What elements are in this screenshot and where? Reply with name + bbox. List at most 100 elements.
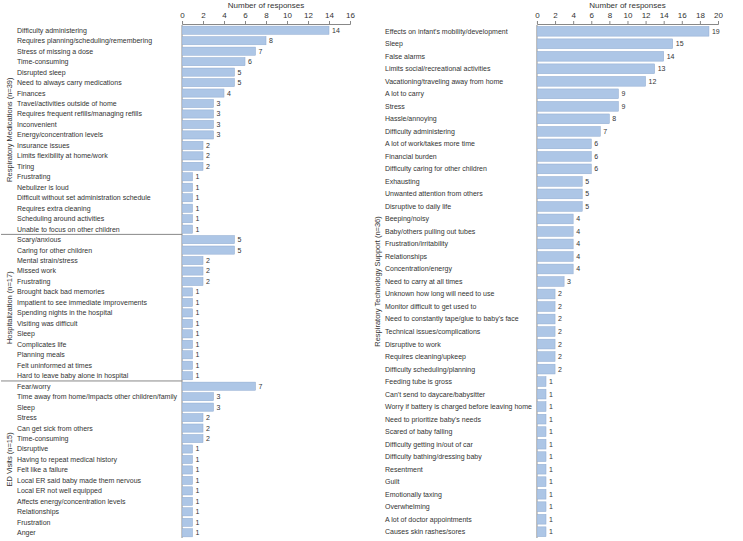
axis-line [537,21,718,25]
tick: 12 [304,11,313,24]
bar [537,439,546,449]
tick-mark [627,21,628,24]
data-label: 2 [558,290,562,297]
tick: 16 [678,11,687,24]
category-label: Feeding tube is gross [385,378,452,386]
panel: Effects on infant's mobility/development… [373,1,724,538]
category-label: Resentment [385,466,423,473]
bar [537,64,655,74]
tick: 8 [608,11,613,24]
bar [182,236,234,244]
data-label: 1 [549,391,553,398]
category-label: Insurance issues [17,142,70,149]
bar [537,239,573,249]
tick-label: 18 [696,11,705,20]
category-labels: Fear/worryTime away from home/Impacts ot… [17,383,178,538]
tick: 20 [714,11,723,24]
category-label: Difficult without set administration sch… [17,194,151,201]
tick-label: 2 [201,11,206,20]
bar [182,89,224,97]
bar [537,139,591,149]
category-label: Caring for other children [17,247,92,255]
data-label: 1 [549,516,553,523]
category-label: A lot of doctor appointments [385,516,472,524]
category-label: Inconvenient [17,121,57,128]
tick-mark [609,21,610,24]
tick-mark [203,21,204,24]
data-label: 1 [549,478,553,485]
data-label: 2 [558,353,562,360]
bar [182,37,266,45]
data-label: 1 [196,477,200,484]
data-label: 2 [558,366,562,373]
tick: 6 [243,11,248,24]
data-label: 2 [206,257,210,264]
bar [182,141,203,149]
bar [537,402,546,412]
data-label: 3 [217,404,221,411]
category-label: Need to always carry medications [17,79,122,87]
bar [182,455,192,463]
category-label: Time away from home/Impacts other childr… [17,393,178,401]
group-title: Hospitalization (n=17) [5,271,14,344]
category-label: Felt uninformed at times [17,362,93,369]
data-label: 8 [612,115,616,122]
bar [182,204,192,212]
data-label: 7 [603,128,607,135]
data-label: 1 [549,428,553,435]
bar [537,277,564,287]
category-label: Spending nights in the hospital [17,309,113,317]
bar [537,489,546,499]
bar [537,527,546,537]
data-label: 9 [621,90,625,97]
tick-label: 0 [535,11,540,20]
bar [182,361,192,369]
data-label: 4 [576,240,580,247]
bar [537,189,582,199]
bar [182,78,234,86]
category-label: Complicates life [17,341,67,349]
tick-mark [573,21,574,24]
category-label: Difficulty getting in/out of car [385,441,473,449]
category-label: False alarms [385,53,426,60]
bar [182,466,192,474]
tick-label: 6 [590,11,595,20]
bar [182,162,203,170]
bar [182,131,213,139]
category-label: Causes skin rashes/sores [385,528,466,535]
bar [182,26,329,34]
category-label: Requires extra cleaning [17,205,91,213]
category-label: Brought back bad memories [17,288,105,296]
tick: 0 [180,11,185,24]
data-label: 3 [217,131,221,138]
bar [182,529,192,537]
category-label: Stress [17,414,37,421]
tick-mark [664,21,665,24]
category-label: Missed work [17,267,56,274]
data-label: 5 [585,178,589,185]
data-label: 15 [676,40,684,47]
tick: 4 [571,11,576,24]
tick: 10 [624,11,633,24]
category-label: Effects on infant's mobility/development [385,28,508,36]
group-title: Respiratory Technology Support (n=36) [373,216,382,347]
bar [182,424,203,432]
bar [537,202,582,212]
bar [537,477,546,487]
bar [182,47,255,55]
tick-mark [555,21,556,24]
bar [182,152,203,160]
category-label: A lot of work/takes more time [385,140,475,147]
data-label: 1 [196,508,200,515]
data-label: 7 [259,383,263,390]
chart: Difficulty administeringRequires plannin… [0,0,743,541]
category-labels: Difficulty administeringRequires plannin… [17,27,152,233]
tick-label: 12 [304,11,313,20]
data-label: 1 [549,453,553,460]
category-label: Need to prioritize baby's needs [385,416,481,424]
data-label: 14 [667,53,675,60]
group-separator [1,380,182,381]
category-label: Baby/others pulling out tubes [385,228,476,236]
bar [182,215,192,223]
data-label: 1 [549,378,553,385]
